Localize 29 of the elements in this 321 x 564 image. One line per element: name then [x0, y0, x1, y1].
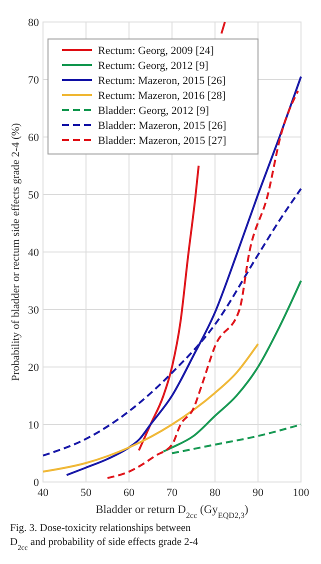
x-tick-label: 100 [292, 487, 310, 499]
y-tick-label: 10 [28, 420, 40, 432]
y-tick-label: 80 [28, 17, 40, 29]
y-tick-label: 20 [28, 362, 40, 374]
y-axis-title: Probability of bladder or rectum side effects grade 2-4 (%) [10, 122, 22, 381]
line-series [42, 343, 259, 473]
y-tick-label: 70 [28, 74, 40, 86]
y-tick-label: 30 [28, 304, 40, 316]
legend-label: Bladder: Georg, 2012 [9] [98, 105, 209, 117]
line-series [162, 280, 302, 453]
legend-label: Bladder: Mazeron, 2015 [27] [98, 135, 226, 147]
x-tick-label: 60 [124, 487, 135, 499]
legend-label: Rectum: Georg, 2012 [9] [98, 60, 208, 72]
line-series [171, 424, 302, 454]
y-tick-label: 40 [28, 247, 40, 259]
y-tick-label: 60 [28, 132, 40, 144]
x-axis-title: Bladder or return D$_{2cc}$ (Gy$_{EQD2,3}$) [96, 504, 249, 520]
legend-label: Rectum: Mazeron, 2016 [28] [98, 90, 226, 102]
x-tick-label: 40 [38, 487, 49, 499]
x-tick-label: 70 [166, 487, 178, 499]
x-tick-label: 80 [210, 487, 221, 499]
legend-label: Rectum: Mazeron, 2015 [26] [98, 75, 226, 87]
caption: Fig. 3. Dose-toxicity relationships between D$_{2cc}$ and probability of side effects grade 2-4 [10, 523, 199, 552]
legend-label: Rectum: Georg, 2009 [24] [98, 45, 214, 57]
y-tick-label: 0 [34, 477, 40, 489]
x-tick-label: 90 [252, 487, 264, 499]
legend-label: Bladder: Mazeron, 2015 [26] [98, 120, 226, 132]
x-tick-label: 50 [80, 487, 92, 499]
y-tick-label: 50 [28, 190, 40, 202]
